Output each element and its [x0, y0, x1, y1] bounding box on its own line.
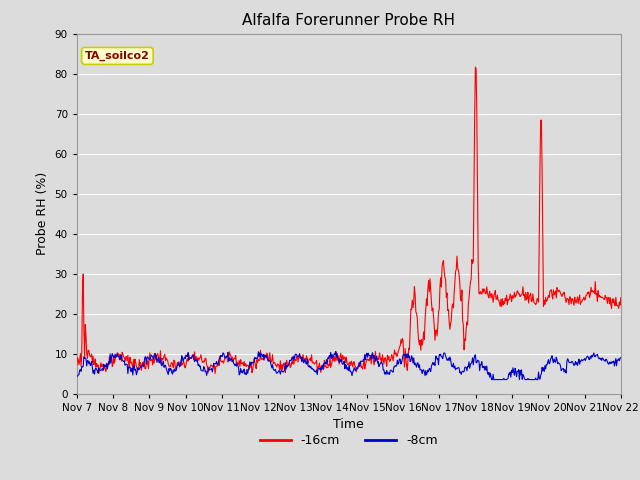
Legend: -16cm, -8cm: -16cm, -8cm [255, 429, 443, 452]
Text: TA_soilco2: TA_soilco2 [85, 51, 150, 61]
X-axis label: Time: Time [333, 418, 364, 431]
Title: Alfalfa Forerunner Probe RH: Alfalfa Forerunner Probe RH [243, 13, 455, 28]
Y-axis label: Probe RH (%): Probe RH (%) [36, 172, 49, 255]
